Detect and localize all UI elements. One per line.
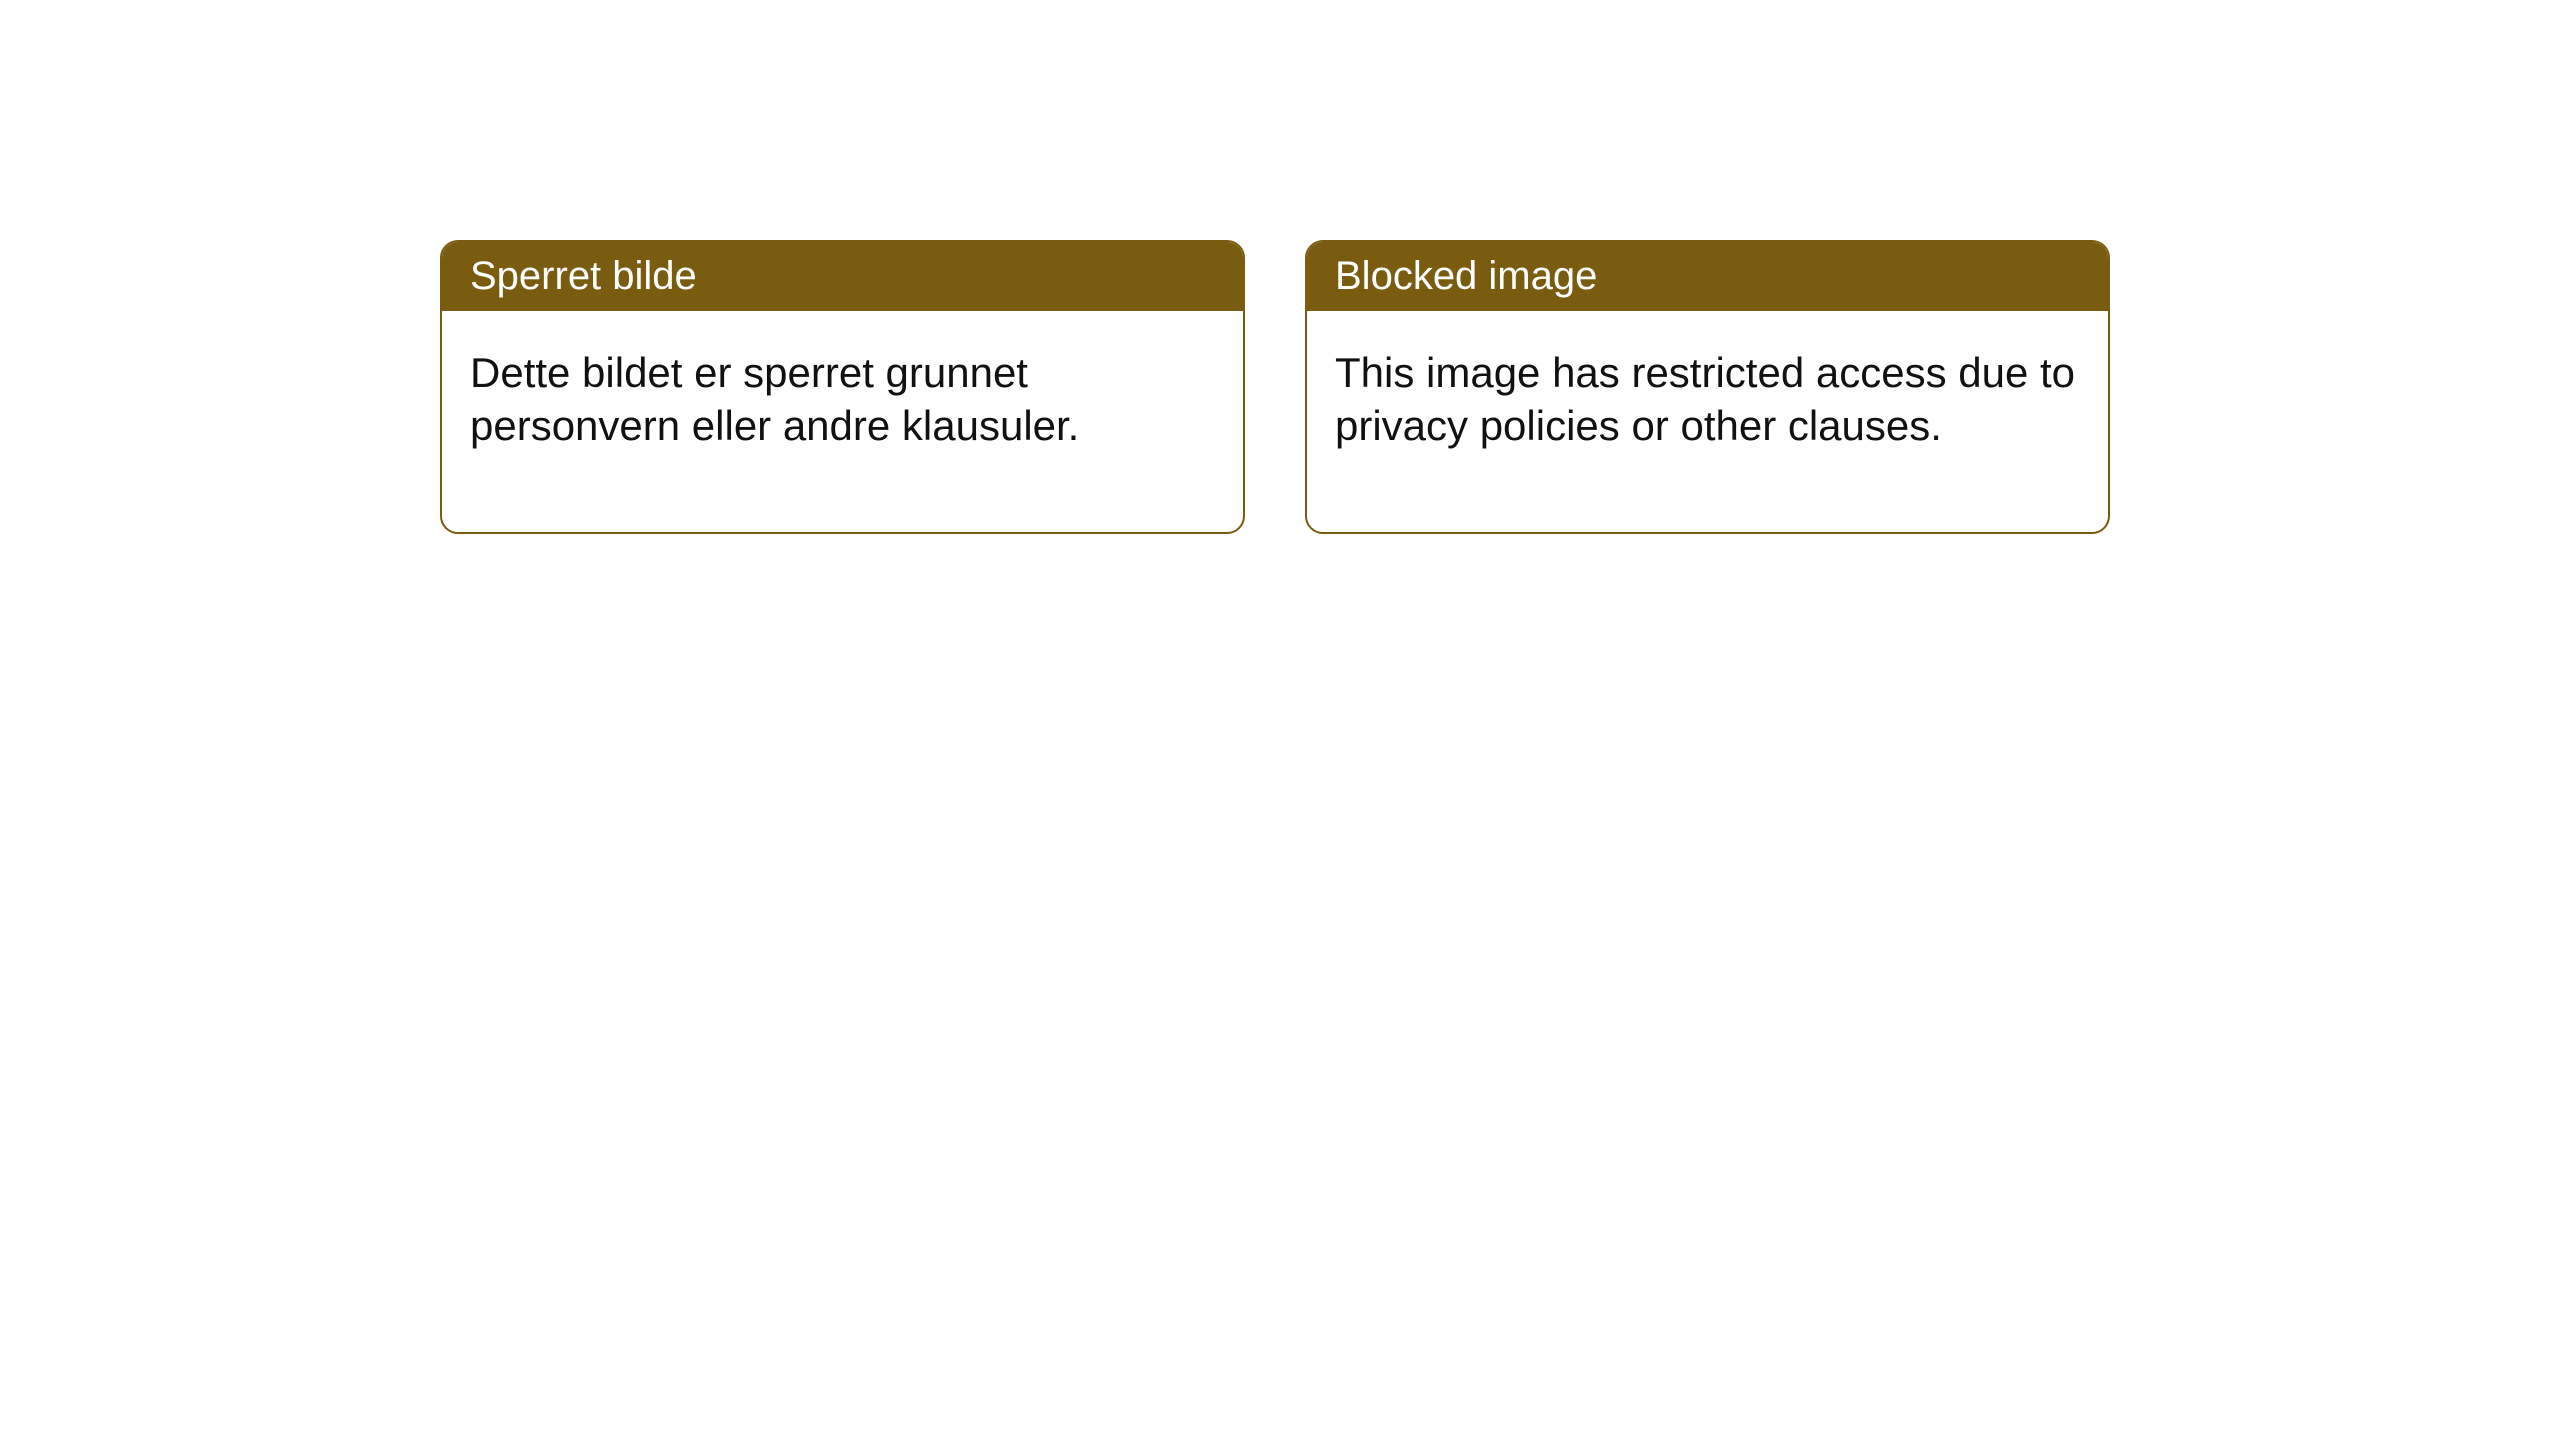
card-body-text: Dette bildet er sperret grunnet personve… xyxy=(470,349,1079,449)
notice-card-english: Blocked image This image has restricted … xyxy=(1305,240,2110,534)
card-header: Blocked image xyxy=(1307,242,2108,311)
card-title: Blocked image xyxy=(1335,254,1597,298)
card-body-text: This image has restricted access due to … xyxy=(1335,349,2075,449)
card-header: Sperret bilde xyxy=(442,242,1243,311)
card-body: Dette bildet er sperret grunnet personve… xyxy=(442,311,1243,532)
card-title: Sperret bilde xyxy=(470,254,697,298)
card-body: This image has restricted access due to … xyxy=(1307,311,2108,532)
notice-container: Sperret bilde Dette bildet er sperret gr… xyxy=(440,240,2110,534)
notice-card-norwegian: Sperret bilde Dette bildet er sperret gr… xyxy=(440,240,1245,534)
